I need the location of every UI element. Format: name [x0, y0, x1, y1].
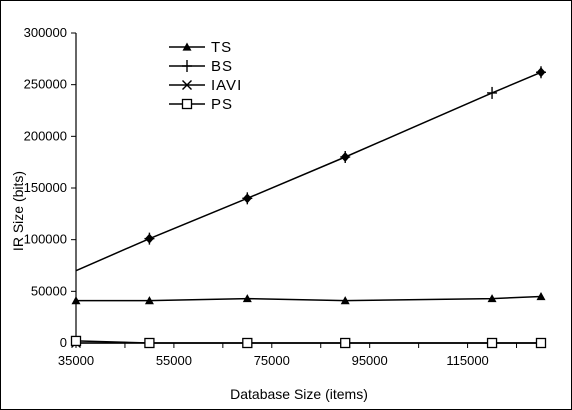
- legend-item-ps: PS: [169, 96, 233, 113]
- legend-item-iavi: IAVI: [169, 77, 242, 94]
- y-tick-label: 200000: [24, 128, 67, 143]
- data-point-diamond: [144, 233, 154, 244]
- y-tick-label: 150000: [24, 180, 67, 195]
- y-tick-label: 0: [60, 335, 67, 350]
- legend-marker-bs: [182, 60, 192, 72]
- data-point-ps: [535, 337, 547, 349]
- y-tick-label: 300000: [24, 25, 67, 40]
- y-tick-label: 250000: [24, 77, 67, 92]
- series-line-ts: [76, 295, 542, 302]
- legend-item-ts: TS: [169, 39, 232, 56]
- x-tick-label: 55000: [156, 353, 192, 368]
- y-axis-title: IR Size (bits): [10, 171, 26, 251]
- data-point-ts: [144, 296, 154, 305]
- legend-label: BS: [211, 58, 233, 75]
- data-point-diamond: [536, 67, 546, 78]
- data-point-diamond: [340, 152, 350, 162]
- x-tick-label: 95000: [352, 353, 388, 368]
- legend-marker-ts: [182, 42, 192, 51]
- series-ps: [70, 335, 547, 349]
- legend-item-bs: BS: [169, 58, 233, 75]
- y-tick-label: 100000: [24, 232, 67, 247]
- series-line-bs: [75, 71, 542, 272]
- x-axis-ticks: 35000 55000 75000 95000 115000: [58, 343, 518, 368]
- series-layer: [70, 66, 547, 349]
- legend-label: PS: [211, 96, 233, 113]
- extra-markers-bs: [144, 67, 546, 244]
- data-point-ts: [340, 296, 350, 305]
- legend-label: IAVI: [211, 77, 242, 94]
- y-tick-label: 50000: [31, 283, 67, 298]
- data-point-ts: [242, 294, 252, 303]
- x-tick-label: 35000: [58, 353, 94, 368]
- legend: TS BS IAVI PS: [169, 39, 242, 113]
- data-point-ts: [536, 292, 546, 301]
- axes: [75, 33, 541, 344]
- data-point-ps: [242, 337, 253, 349]
- x-tick-label: 75000: [254, 353, 290, 368]
- data-point-ps: [70, 335, 82, 347]
- data-point-diamond: [242, 193, 252, 204]
- data-point-ts: [71, 296, 81, 305]
- data-point-ps: [144, 337, 155, 349]
- x-axis-title: Database Size (items): [230, 386, 368, 402]
- x-tick-label: 115000: [446, 353, 488, 368]
- data-point-ps: [340, 337, 351, 349]
- data-point-ps: [486, 337, 498, 349]
- legend-marker-ps: [181, 98, 193, 110]
- series-ts: [71, 292, 546, 305]
- legend-label: TS: [211, 39, 232, 56]
- y-axis-ticks: 0 50000 100000 150000 200000 250000 300000: [24, 25, 76, 350]
- data-point-ts: [487, 294, 497, 303]
- legend-marker-iavi: [182, 80, 192, 90]
- series-line-ps: [75, 340, 541, 344]
- data-point-bs: [487, 86, 498, 99]
